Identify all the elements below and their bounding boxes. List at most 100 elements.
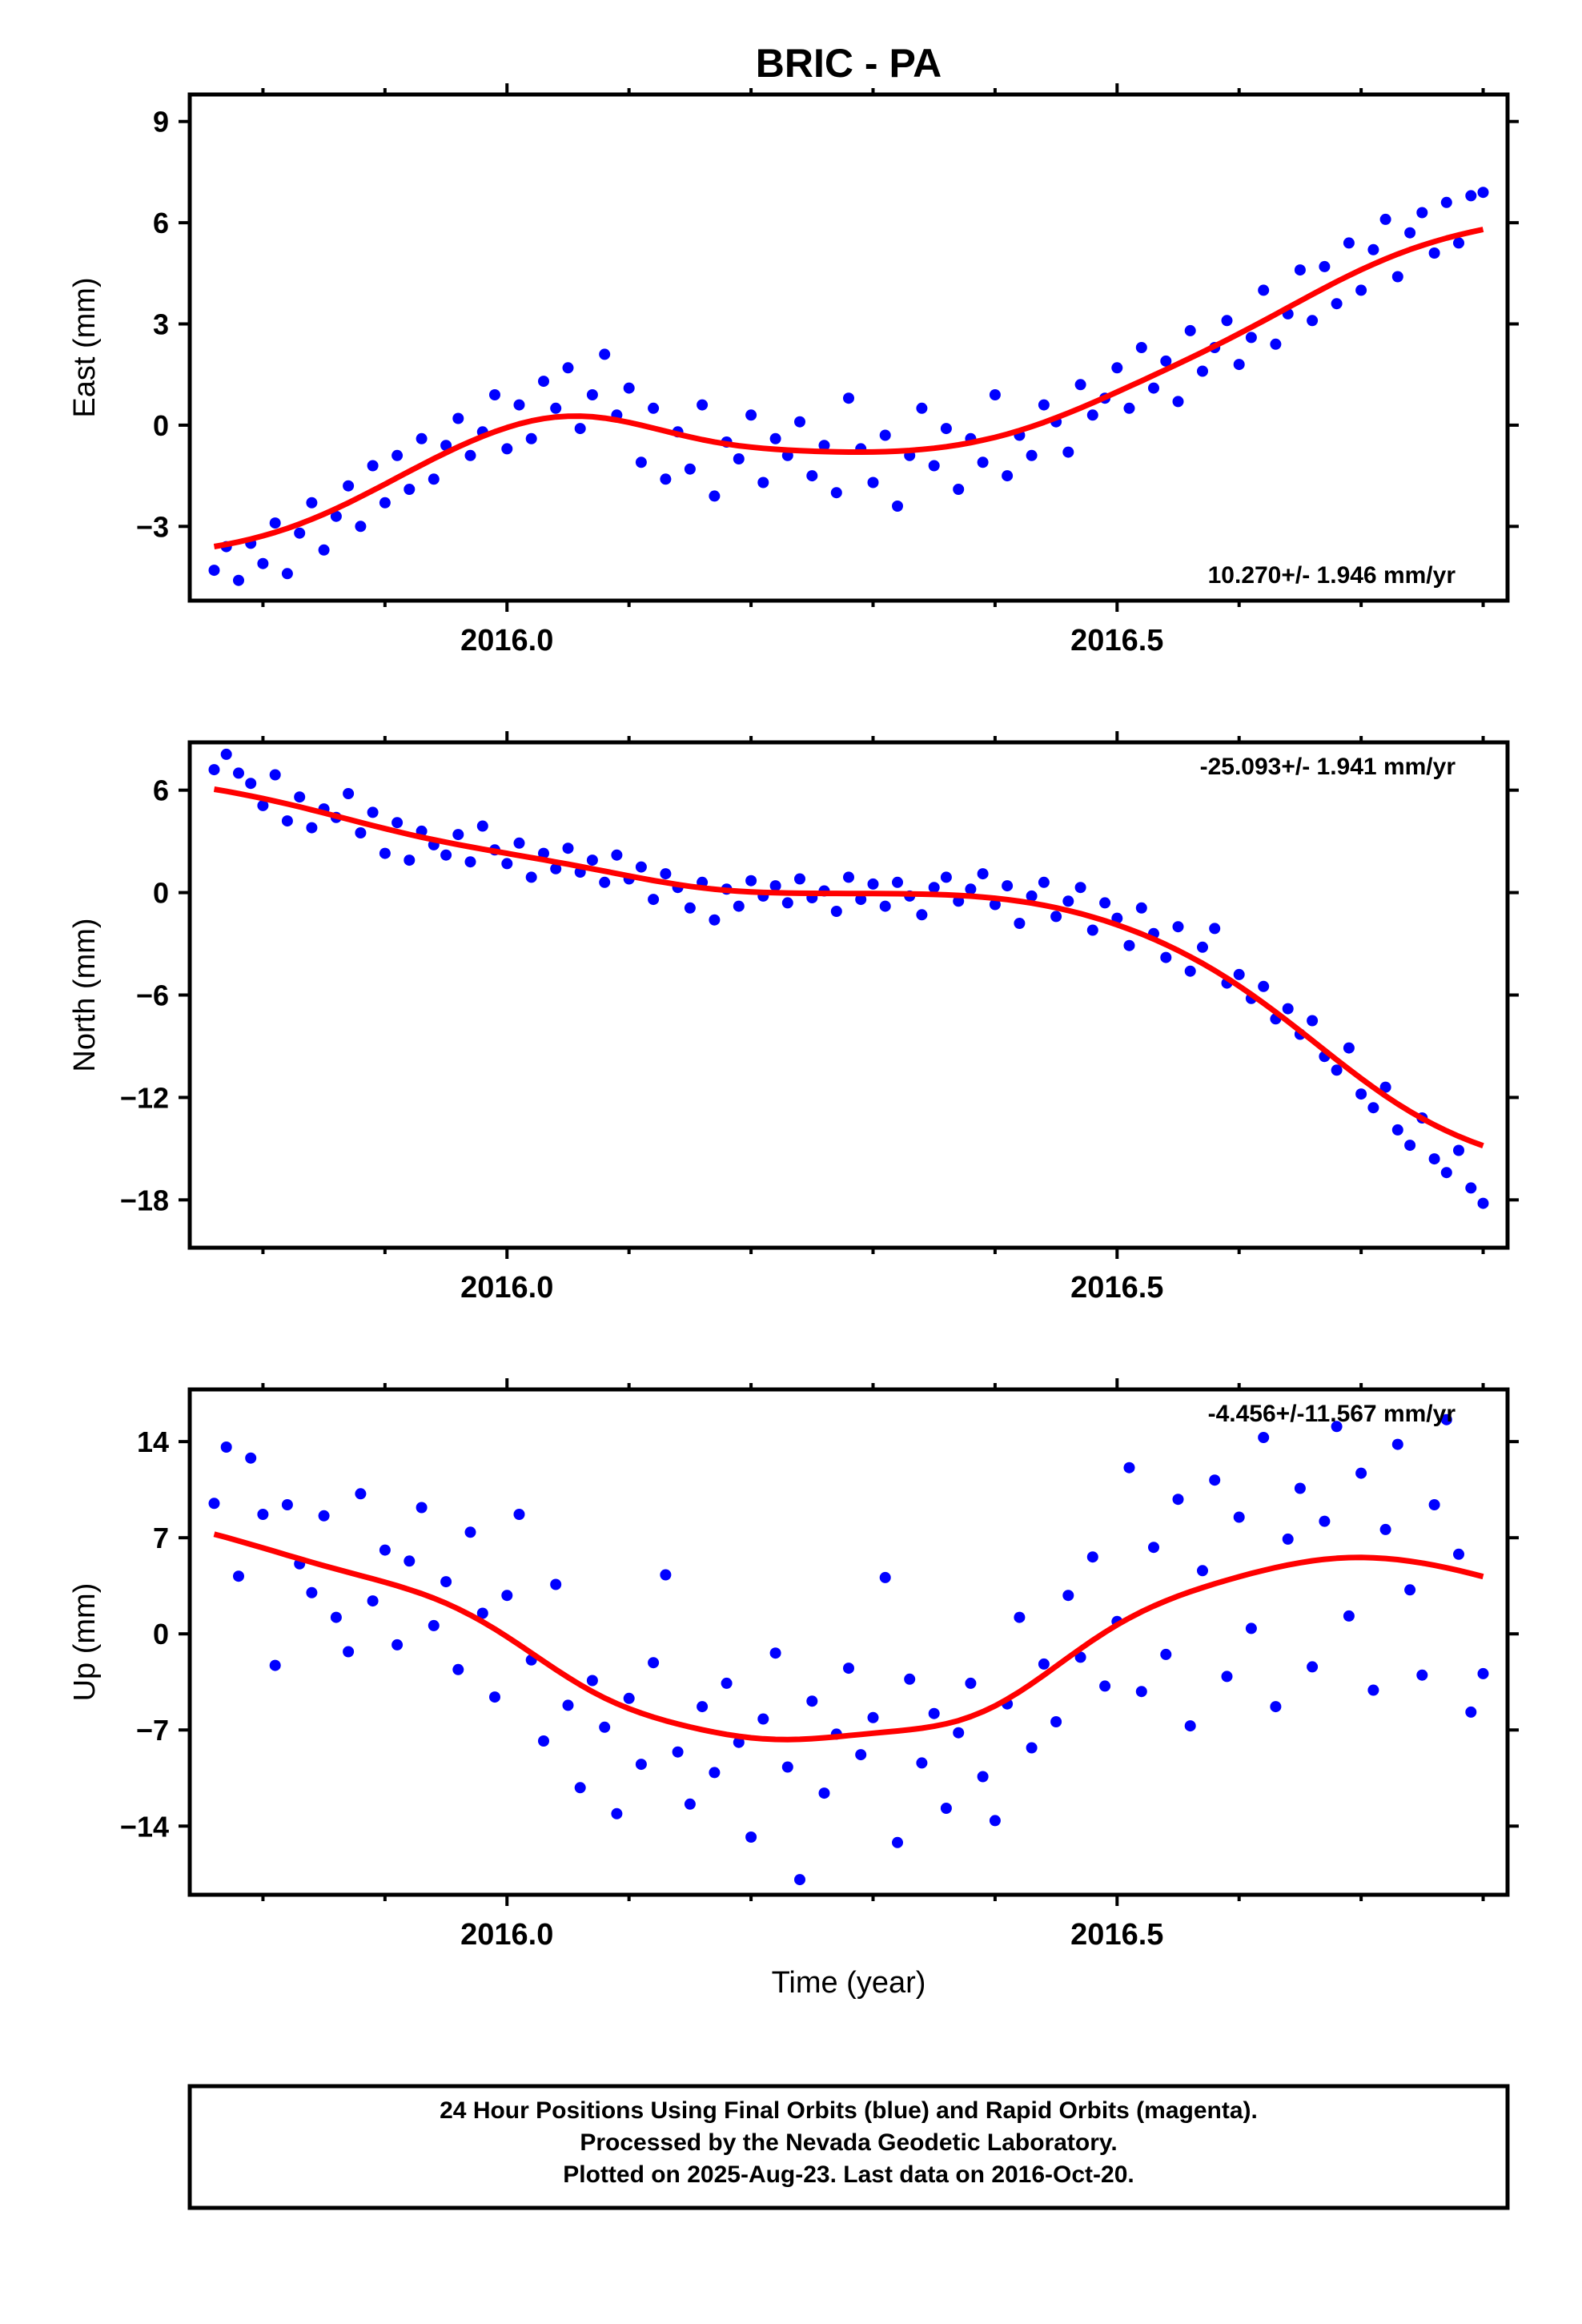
data-point [660,1569,672,1581]
data-point [1074,379,1086,391]
y-tick-label: −18 [120,1184,169,1216]
north-fit-curve [213,786,1484,1148]
y-tick-label: 3 [153,308,169,341]
data-point [794,1874,805,1886]
y-tick-label: 0 [153,1618,169,1651]
data-point [867,1711,879,1723]
data-point [1282,1003,1294,1015]
data-point [855,1749,867,1761]
data-point [1319,260,1331,272]
data-point [550,862,562,875]
data-point [379,497,391,509]
data-point [281,568,293,580]
data-point [916,909,928,921]
data-point [1379,1081,1391,1093]
data-point [1160,1648,1172,1660]
north-y-axis-label: North (mm) [68,918,102,1072]
data-point [330,510,342,522]
data-point [1184,965,1196,977]
data-point [306,1586,318,1598]
data-point [1391,1438,1403,1450]
data-point [953,1727,965,1739]
data-point [233,767,244,779]
data-point [1197,365,1208,377]
data-point [1233,1511,1245,1523]
data-point [1135,342,1147,353]
footer-line-1: 24 Hour Positions Using Final Orbits (bl… [440,2097,1258,2124]
data-point [1209,923,1221,935]
data-point [892,876,903,888]
data-point [953,484,965,495]
y-tick-label: −6 [136,979,169,1012]
data-point [1465,1182,1477,1194]
data-point [928,460,940,472]
data-point [648,1657,660,1669]
data-point [501,443,513,455]
y-tick-label: 6 [153,774,169,807]
data-point [879,1571,891,1583]
data-point [318,1510,330,1522]
data-point [306,497,318,509]
data-point [611,849,623,861]
data-point [464,856,476,868]
footer-box: 24 Hour Positions Using Final Orbits (bl… [187,2084,1510,2210]
data-point [928,882,940,894]
data-point [781,1761,793,1773]
up-rate-label: -4.456+/-11.567 mm/yr [1208,1401,1456,1427]
data-point [1307,1015,1319,1027]
data-point [1453,1548,1464,1560]
data-point [843,1663,854,1675]
data-point [1270,1701,1282,1713]
data-point [635,456,647,468]
data-point [916,1757,928,1769]
x-tick-label: 2016.0 [460,1918,553,1952]
data-point [343,788,355,799]
data-point [562,842,574,854]
data-point [1099,1680,1111,1692]
north-plot-frame [187,740,1510,1250]
data-point [1453,1144,1464,1156]
data-point [830,906,842,917]
data-point [757,476,769,489]
data-point [233,1570,244,1582]
data-point [1428,247,1440,259]
data-point [379,1544,391,1556]
data-point [208,764,220,776]
data-point [879,900,891,912]
data-point [1416,1669,1428,1681]
data-point [220,748,232,760]
data-point [440,440,452,452]
data-point [745,875,757,887]
data-point [1160,355,1172,367]
data-point [1307,315,1319,327]
data-point [330,1611,342,1623]
data-point [1379,213,1391,225]
data-point [513,399,525,411]
data-point [318,544,330,556]
data-point [1453,237,1464,249]
data-point [1172,921,1184,933]
data-point [1123,1462,1135,1474]
data-point [391,1638,404,1651]
data-point [574,423,586,435]
data-point [1307,1661,1319,1673]
data-point [1440,1167,1452,1179]
data-point [855,894,867,906]
data-point [1367,1102,1379,1114]
east-y-axis-label: East (mm) [68,277,102,417]
data-point [269,517,281,529]
data-point [1465,1706,1477,1718]
data-point [1135,1686,1147,1698]
data-point [1245,332,1257,344]
data-point [1123,939,1135,951]
data-point [245,1452,257,1464]
data-point [416,1502,428,1514]
data-point [1026,890,1038,902]
data-point [1245,1622,1257,1634]
data-point [281,815,293,827]
data-point [428,473,440,485]
data-point [1391,271,1403,283]
data-point [586,1675,598,1687]
data-point [1391,1124,1403,1136]
